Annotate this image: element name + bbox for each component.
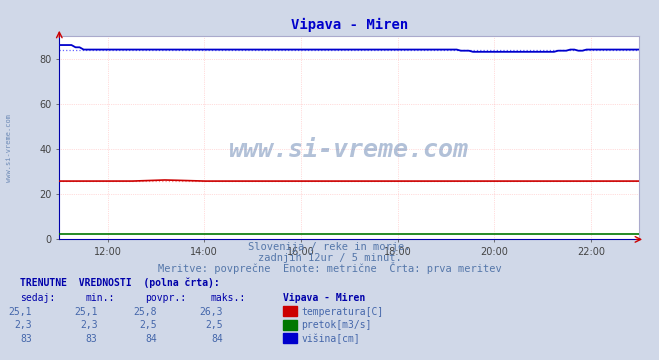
Text: 2,5: 2,5 — [205, 320, 223, 330]
Text: www.si-vreme.com: www.si-vreme.com — [229, 138, 469, 162]
Text: 83: 83 — [86, 334, 98, 344]
Text: 25,8: 25,8 — [133, 307, 157, 317]
Text: pretok[m3/s]: pretok[m3/s] — [301, 320, 372, 330]
Text: 2,5: 2,5 — [139, 320, 157, 330]
Text: 25,1: 25,1 — [74, 307, 98, 317]
Text: 83: 83 — [20, 334, 32, 344]
Text: 84: 84 — [211, 334, 223, 344]
Title: Vipava - Miren: Vipava - Miren — [291, 18, 408, 32]
Text: povpr.:: povpr.: — [145, 293, 186, 303]
Text: 2,3: 2,3 — [14, 320, 32, 330]
Text: Slovenija / reke in morje.: Slovenija / reke in morje. — [248, 242, 411, 252]
Text: www.si-vreme.com: www.si-vreme.com — [5, 114, 12, 181]
Text: Vipava - Miren: Vipava - Miren — [283, 293, 366, 303]
Text: višina[cm]: višina[cm] — [301, 334, 360, 344]
Text: 26,3: 26,3 — [199, 307, 223, 317]
Text: maks.:: maks.: — [211, 293, 246, 303]
Text: TRENUTNE  VREDNOSTI  (polna črta):: TRENUTNE VREDNOSTI (polna črta): — [20, 278, 219, 288]
Text: zadnjih 12ur / 5 minut.: zadnjih 12ur / 5 minut. — [258, 253, 401, 263]
Text: 84: 84 — [145, 334, 157, 344]
Text: temperatura[C]: temperatura[C] — [301, 307, 384, 317]
Text: sedaj:: sedaj: — [20, 293, 55, 303]
Text: Meritve: povprečne  Enote: metrične  Črta: prva meritev: Meritve: povprečne Enote: metrične Črta:… — [158, 262, 501, 274]
Text: 2,3: 2,3 — [80, 320, 98, 330]
Text: min.:: min.: — [86, 293, 115, 303]
Text: 25,1: 25,1 — [8, 307, 32, 317]
